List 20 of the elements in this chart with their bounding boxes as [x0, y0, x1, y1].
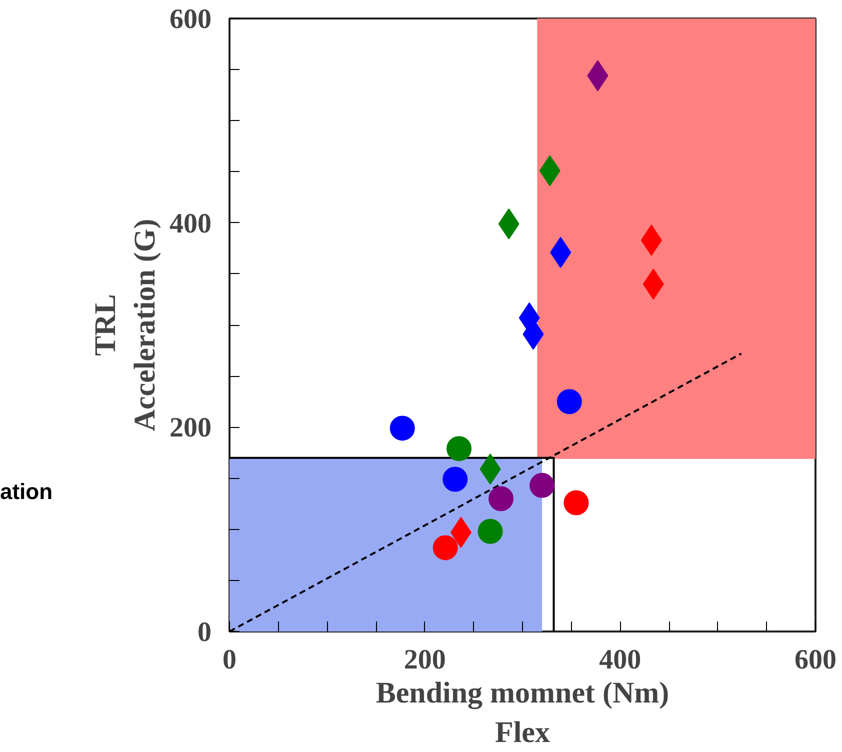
point [446, 436, 472, 462]
x-tick-label: 200 [404, 644, 446, 676]
x-tick-label: 600 [794, 644, 836, 676]
point [488, 486, 514, 512]
text: ation [0, 478, 53, 506]
point [530, 472, 555, 498]
x-tick-label: 400 [599, 644, 642, 676]
point [564, 490, 589, 516]
y-tick-label: 600 [170, 4, 212, 35]
point [478, 518, 503, 544]
point [432, 535, 458, 560]
y-tick-label: 400 [170, 208, 212, 240]
y-axis-title: TRL Acceleration (G) [88, 218, 162, 432]
y-tick-label: 200 [170, 412, 212, 444]
point [442, 466, 468, 492]
point [390, 416, 415, 441]
x-tick-label: 0 [222, 644, 236, 676]
point [556, 389, 582, 414]
y-tick-label: 0 [198, 617, 212, 648]
x-axis-title: Bending momnet (Nm) Flex [376, 676, 670, 750]
